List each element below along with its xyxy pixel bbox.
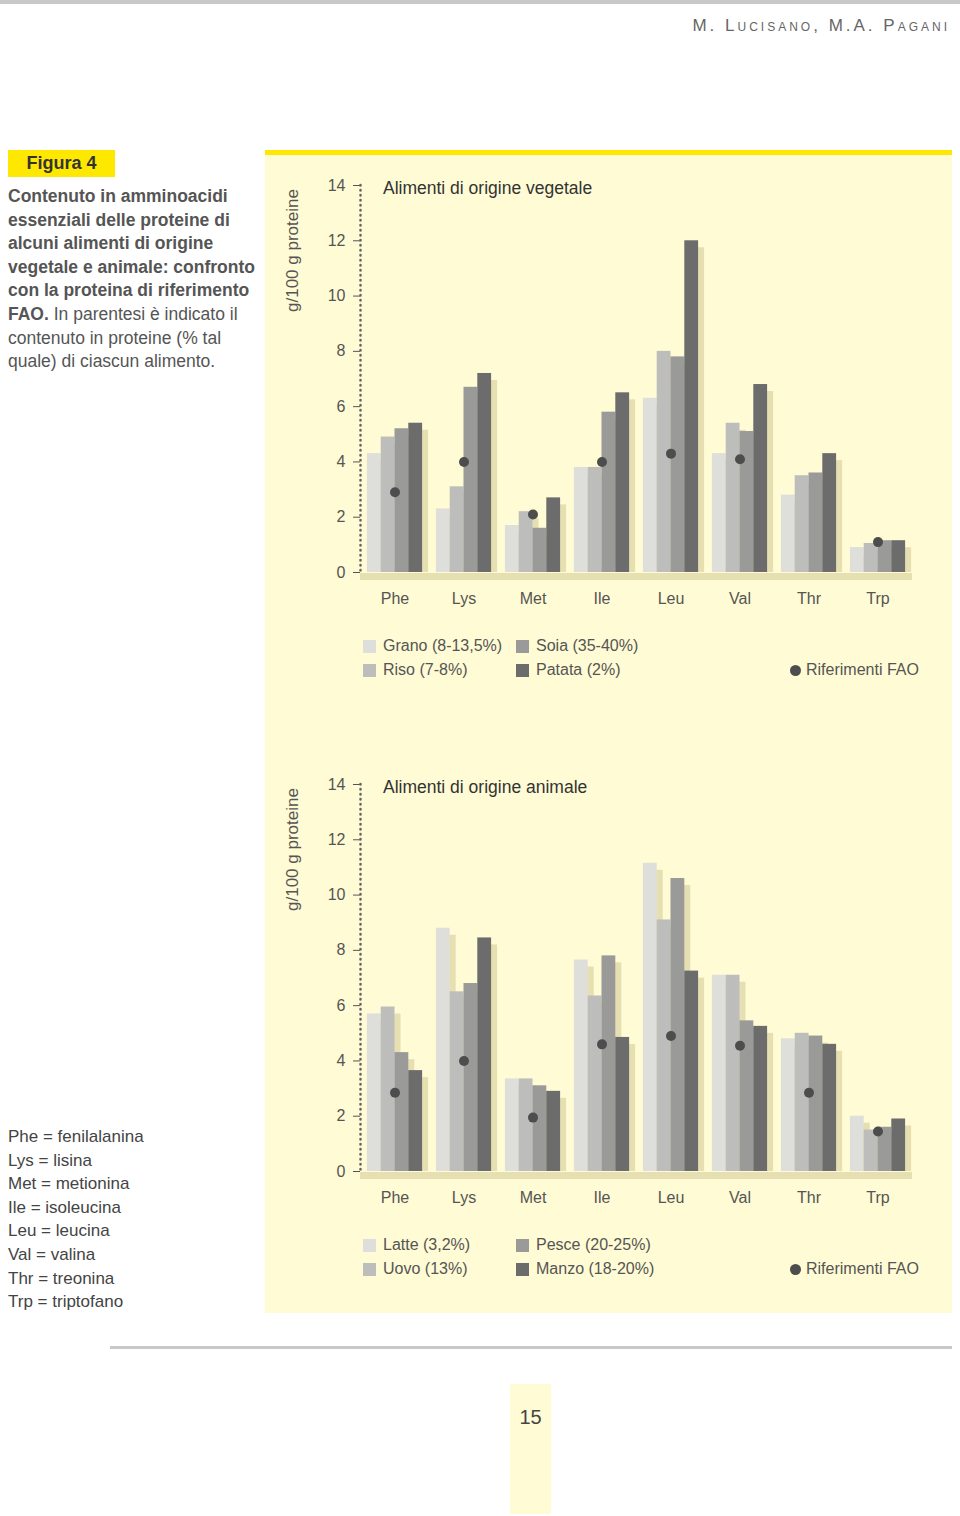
- html-text:Riferimenti FAO: Riferimenti FAO: [806, 1260, 919, 1277]
- svg-text:10: 10: [328, 886, 346, 903]
- svg-text:Phe: Phe: [381, 590, 410, 607]
- html-text:Thr = treonina: Thr = treonina: [8, 1268, 115, 1288]
- svg-text:Lys: Lys: [452, 590, 476, 607]
- svg-text:Phe: Phe: [381, 1189, 410, 1206]
- svg-text:Thr: Thr: [797, 1189, 822, 1206]
- html-text:Grano (8-13,5%): Grano (8-13,5%): [383, 637, 503, 654]
- svg-text:4: 4: [337, 453, 346, 470]
- html-text:Riferimenti FAO: Riferimenti FAO: [806, 661, 919, 678]
- svg-text:14: 14: [328, 177, 346, 194]
- html-text:M. Lucisano, M.A. Pagani: M. Lucisano, M.A. Pagani: [692, 16, 950, 35]
- html-text:Alimenti di origine vegetale: Alimenti di origine vegetale: [383, 178, 593, 198]
- svg-text:Met: Met: [520, 590, 547, 607]
- html-text:Val = valina: Val = valina: [8, 1245, 96, 1264]
- svg-text:12: 12: [328, 232, 346, 249]
- html-text:g/100 g proteine: g/100 g proteine: [283, 189, 302, 312]
- html-text:Uovo (13%): Uovo (13%): [383, 1260, 468, 1277]
- html-text:15: 15: [519, 1406, 542, 1428]
- html-text:Alimenti di origine animale: Alimenti di origine animale: [383, 777, 588, 797]
- html-text:Contenuto in amminoacidi essen: Contenuto in amminoacidi essenziali dell…: [8, 186, 255, 372]
- svg-text:6: 6: [337, 398, 346, 415]
- svg-text:10: 10: [328, 287, 346, 304]
- svg-text:0: 0: [337, 564, 346, 581]
- svg-text:2: 2: [337, 1107, 346, 1124]
- svg-text:12: 12: [328, 831, 346, 848]
- svg-text:2: 2: [337, 508, 346, 525]
- svg-text:4: 4: [337, 1052, 346, 1069]
- html-text:Leu = leucina: Leu = leucina: [8, 1221, 110, 1241]
- html-text:Met = metionina: Met = metionina: [8, 1174, 130, 1194]
- html-text:Latte (3,2%): Latte (3,2%): [383, 1236, 471, 1253]
- svg-text:Leu: Leu: [658, 590, 685, 607]
- svg-text:Met: Met: [520, 1189, 547, 1206]
- svg-text:14: 14: [328, 776, 346, 793]
- svg-text:Trp: Trp: [866, 1189, 890, 1206]
- svg-text:8: 8: [337, 342, 346, 359]
- html-text:Manzo (18-20%): Manzo (18-20%): [536, 1260, 655, 1277]
- html-text:Lys = lisina: Lys = lisina: [8, 1150, 92, 1170]
- svg-text:Lys: Lys: [452, 1189, 476, 1206]
- html-text:Figura 4: Figura 4: [26, 153, 97, 173]
- svg-text:0: 0: [337, 1163, 346, 1180]
- svg-text:Leu: Leu: [658, 1189, 685, 1206]
- html-text:Trp = triptofano: Trp = triptofano: [8, 1292, 124, 1312]
- svg-text:6: 6: [337, 997, 346, 1014]
- html-text:Soia (35-40%): Soia (35-40%): [536, 637, 639, 654]
- svg-text:Val: Val: [729, 590, 751, 607]
- html-text:Phe = fenilalanina: Phe = fenilalanina: [8, 1127, 144, 1146]
- html-text:Patata (2%): Patata (2%): [536, 661, 621, 678]
- svg-text:8: 8: [337, 941, 346, 958]
- svg-text:Trp: Trp: [866, 590, 890, 607]
- svg-text:Thr: Thr: [797, 590, 822, 607]
- html-text:Riso (7-8%): Riso (7-8%): [383, 661, 468, 678]
- svg-text:Ile: Ile: [594, 590, 611, 607]
- svg-text:Ile: Ile: [594, 1189, 611, 1206]
- html-text:g/100 g proteine: g/100 g proteine: [283, 788, 302, 911]
- svg-text:Val: Val: [729, 1189, 751, 1206]
- html-text:Pesce (20-25%): Pesce (20-25%): [536, 1236, 651, 1253]
- html-text:Ile = isoleucina: Ile = isoleucina: [8, 1197, 121, 1217]
